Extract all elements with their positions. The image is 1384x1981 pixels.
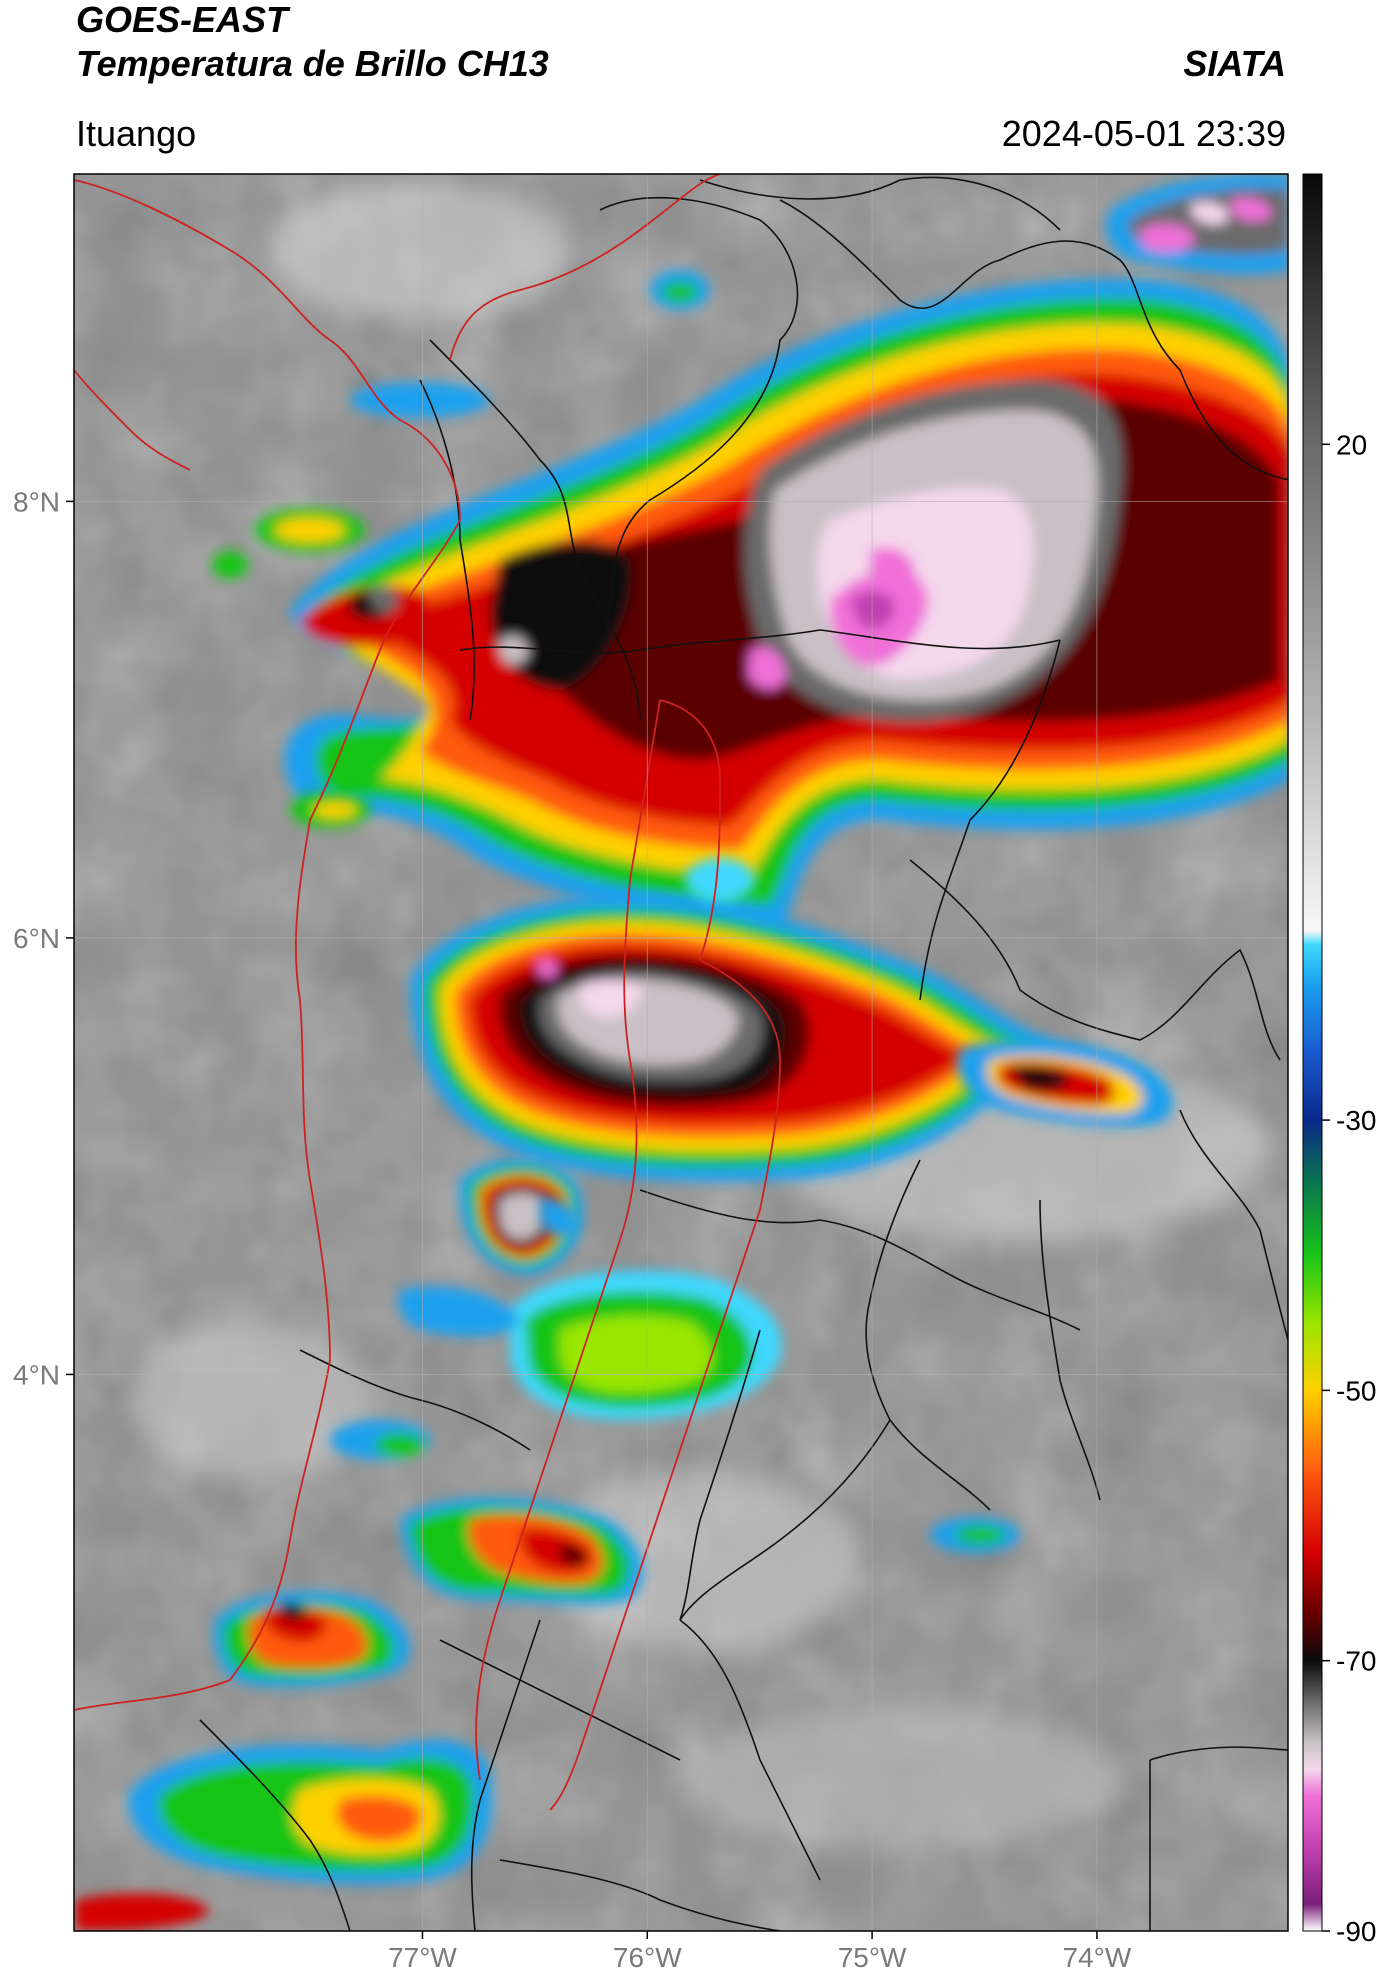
storm-cell-bottom bbox=[75, 1739, 493, 1931]
lon-tick-label: 77°W bbox=[388, 1942, 457, 1973]
storm-cell-west bbox=[213, 1591, 410, 1687]
lon-tick-label: 76°W bbox=[613, 1942, 682, 1973]
colorbar-gradient bbox=[1302, 173, 1323, 1932]
colorbar-tick-label: -90 bbox=[1336, 1916, 1376, 1947]
colorbar-tick-label: -50 bbox=[1336, 1375, 1376, 1406]
department-borders bbox=[74, 174, 781, 1811]
gridlines bbox=[74, 174, 1288, 1931]
map-frame bbox=[73, 173, 1289, 1932]
small-cloud-cells bbox=[212, 270, 1020, 1553]
lat-axis-ticks: 8°N 6°N 4°N bbox=[13, 486, 74, 1390]
lat-tick-label: 4°N bbox=[13, 1359, 60, 1390]
storm-cell-south bbox=[398, 1199, 782, 1420]
colorbar-tick-label: -70 bbox=[1336, 1646, 1376, 1677]
location-label: Ituango bbox=[76, 113, 197, 154]
title-line-2: Temperatura de Brillo CH13 bbox=[76, 43, 549, 84]
storm-cell-northeast bbox=[1106, 174, 1288, 275]
lon-axis-ticks: 77°W 76°W 75°W 74°W bbox=[388, 1931, 1132, 1973]
datetime-label: 2024-05-01 23:39 bbox=[1001, 113, 1286, 154]
lon-tick-label: 75°W bbox=[838, 1942, 907, 1973]
storm-cell-central-west bbox=[459, 1158, 583, 1275]
agency-label: SIATA bbox=[1183, 43, 1286, 84]
storm-cell-southwest bbox=[400, 1497, 644, 1605]
lat-tick-label: 8°N bbox=[13, 486, 60, 517]
country-borders bbox=[199, 176, 1288, 1931]
lat-tick-label: 6°N bbox=[13, 923, 60, 954]
storm-cell-east bbox=[957, 1039, 1173, 1127]
colorbar-tick-label: -30 bbox=[1336, 1105, 1376, 1136]
colorbar: 20 -30 -50 -70 -90 bbox=[1302, 173, 1376, 1947]
map-panel bbox=[74, 174, 1288, 1931]
colorbar-tick-label: 20 bbox=[1336, 429, 1367, 460]
storm-north bbox=[284, 278, 1288, 930]
lon-tick-label: 74°W bbox=[1063, 1942, 1132, 1973]
title-line-1: GOES-EAST bbox=[76, 0, 289, 40]
